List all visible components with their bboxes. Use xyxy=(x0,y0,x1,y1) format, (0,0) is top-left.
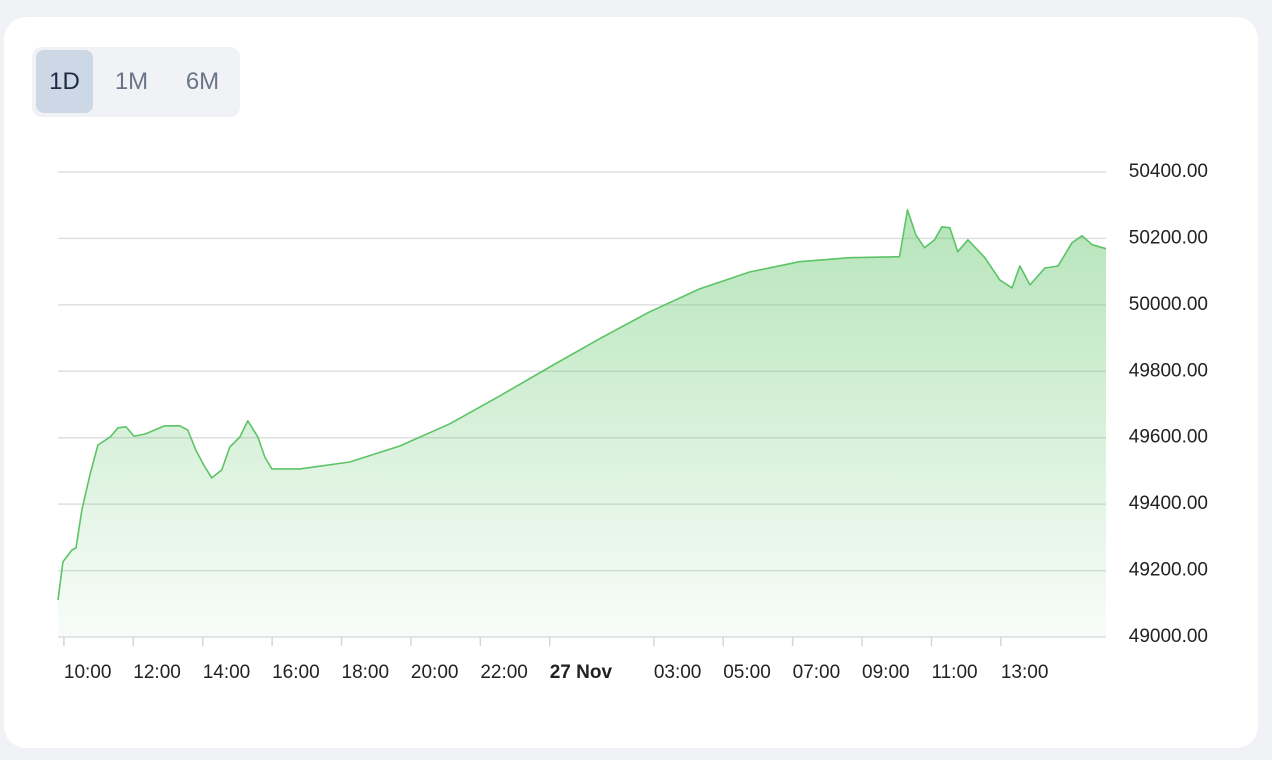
x-tick-label: 14:00 xyxy=(203,662,251,683)
range-selector: 1D 1M 6M xyxy=(32,47,240,117)
price-line xyxy=(57,209,1107,601)
x-tick-label: 10:00 xyxy=(64,662,112,683)
range-button[interactable]: 6M xyxy=(185,68,220,95)
area-fill xyxy=(58,209,1106,637)
x-tick-label: 09:00 xyxy=(862,662,910,683)
x-tick-label: 12:00 xyxy=(133,662,181,683)
range-button[interactable]: 1D xyxy=(36,50,93,113)
y-tick-label: 49600.00 xyxy=(1129,427,1208,448)
x-tick-label: 07:00 xyxy=(793,662,841,683)
y-tick-label: 49000.00 xyxy=(1129,626,1208,647)
x-tick-label: 18:00 xyxy=(342,662,390,683)
x-tick-label: 11:00 xyxy=(931,662,977,683)
x-tick-label: 22:00 xyxy=(480,662,528,683)
y-tick-label: 49800.00 xyxy=(1129,360,1208,381)
x-tick-label: 03:00 xyxy=(654,662,702,683)
x-tick-label: 16:00 xyxy=(272,662,320,683)
x-tick-label: 20:00 xyxy=(411,662,459,683)
y-tick-label: 50000.00 xyxy=(1129,294,1208,315)
y-tick-label: 50400.00 xyxy=(1129,161,1208,182)
x-tick-label: 05:00 xyxy=(723,662,771,683)
y-tick-label: 50200.00 xyxy=(1129,227,1208,248)
range-button[interactable]: 1M xyxy=(114,68,149,95)
x-tick-label: 13:00 xyxy=(1001,662,1049,683)
y-tick-label: 49400.00 xyxy=(1129,493,1208,514)
y-tick-label: 49200.00 xyxy=(1129,560,1208,581)
x-tick-label: 27 Nov xyxy=(550,662,613,683)
